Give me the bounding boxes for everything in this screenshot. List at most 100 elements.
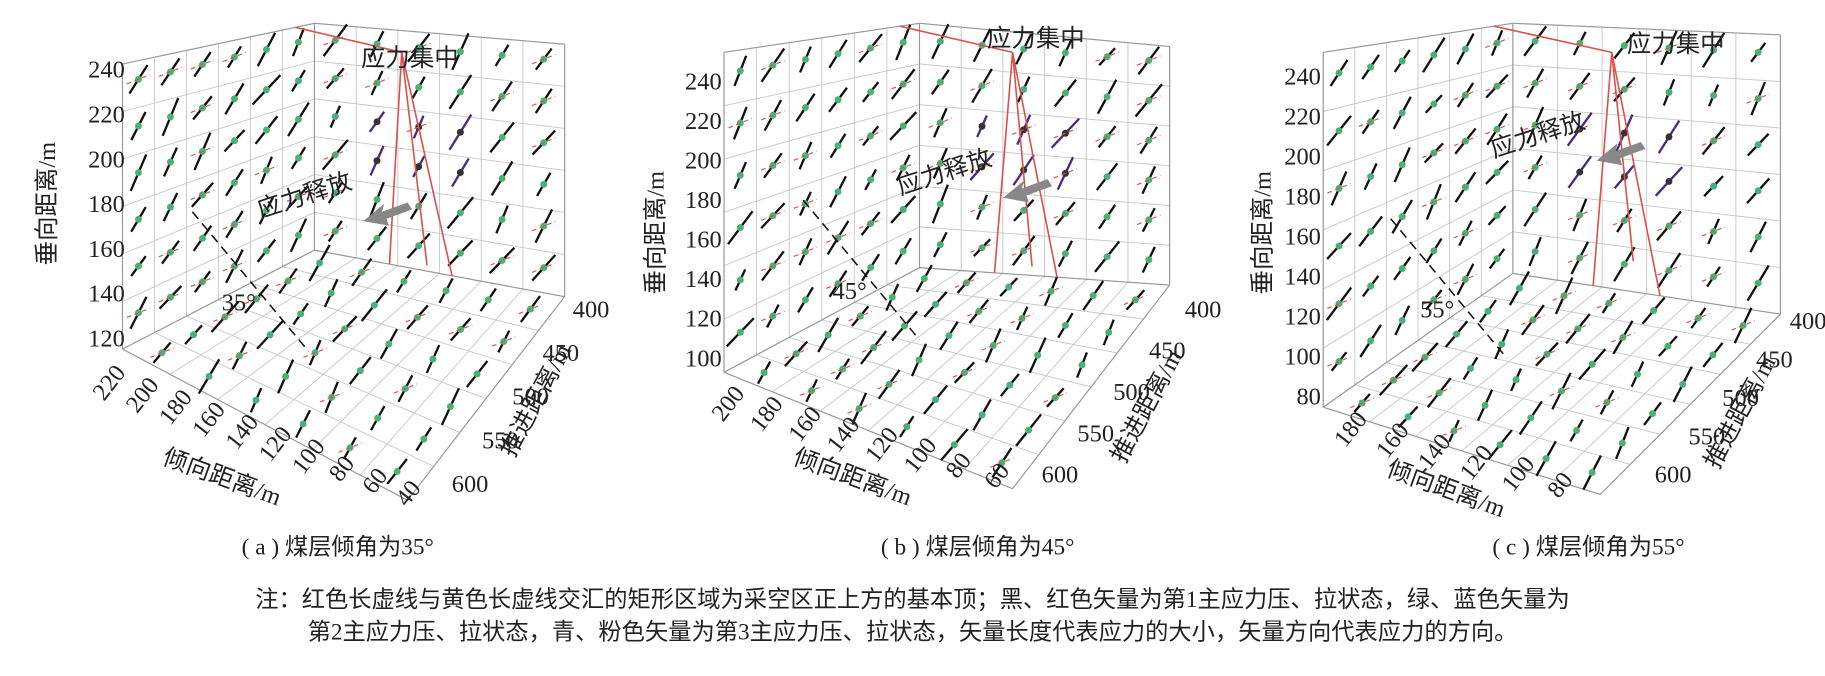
tensile-vector bbox=[799, 385, 824, 396]
tensile-vector bbox=[826, 232, 850, 243]
stress-dot bbox=[1430, 247, 1438, 255]
tensile-vector bbox=[1381, 374, 1406, 386]
dip-tick-label: 100 bbox=[1496, 451, 1540, 496]
tensile-vector bbox=[1095, 131, 1119, 142]
stress-dot bbox=[1515, 284, 1523, 292]
advance-tick-label: 400 bbox=[1790, 308, 1825, 335]
axis-frame bbox=[1012, 284, 1171, 490]
stress-dot bbox=[1430, 51, 1438, 59]
stress-dot bbox=[262, 126, 270, 134]
vertical-tick-label: 160 bbox=[685, 227, 722, 254]
dip-tick-label: 60 bbox=[979, 458, 1015, 494]
stress-dot bbox=[1034, 351, 1042, 359]
tensile-vector bbox=[1053, 168, 1078, 179]
vertical-tick-label: 200 bbox=[88, 146, 125, 173]
stress-dot bbox=[498, 215, 506, 223]
tensile-vector bbox=[1523, 120, 1548, 131]
advance-tick-label: 450 bbox=[1756, 346, 1793, 373]
stress-dot bbox=[456, 249, 464, 257]
stress-dot bbox=[901, 322, 909, 330]
stress-dot bbox=[1103, 213, 1111, 221]
tensile-vector bbox=[1523, 162, 1548, 173]
stress-dot bbox=[1484, 307, 1492, 315]
dip-tick-label: 120 bbox=[1455, 440, 1499, 485]
tensile-vector bbox=[761, 59, 785, 71]
tensile-vector bbox=[405, 312, 430, 323]
stress-dot bbox=[834, 142, 842, 150]
stress-dot bbox=[1145, 256, 1153, 264]
stress-dot bbox=[1461, 45, 1469, 53]
advance-tick-label: 550 bbox=[1689, 423, 1726, 450]
concentration-line bbox=[1592, 52, 1613, 286]
tensile-vector bbox=[877, 379, 901, 390]
stress-dot bbox=[736, 224, 744, 232]
axis-frame bbox=[122, 348, 408, 501]
vertical-axis-label: 垂向距离/m bbox=[642, 171, 669, 294]
tensile-vector bbox=[1136, 95, 1161, 106]
stress-dot bbox=[373, 157, 381, 165]
vertical-axis-label: 垂向距离/m bbox=[34, 142, 61, 265]
tensile-vector bbox=[531, 262, 556, 273]
tensile-vector bbox=[1657, 42, 1681, 54]
stress-dot bbox=[166, 113, 174, 121]
advance-axis-label: 推进距离/m bbox=[1700, 351, 1782, 473]
stress-dot bbox=[1105, 328, 1113, 336]
vertical-tick-label: 240 bbox=[1284, 64, 1321, 91]
tensile-vector bbox=[491, 336, 516, 347]
stress-dot bbox=[1020, 85, 1028, 93]
stress-dot bbox=[1527, 414, 1535, 422]
stress-dot bbox=[415, 163, 423, 171]
vertical-tick-label: 200 bbox=[1284, 144, 1321, 171]
stress-dot bbox=[760, 369, 768, 377]
stress-dot bbox=[373, 118, 381, 126]
stress-dot bbox=[950, 441, 958, 449]
tensile-vector bbox=[1567, 123, 1592, 135]
tensile-vector bbox=[970, 161, 994, 172]
dip-angle-label: 55° bbox=[1420, 296, 1454, 323]
dip-tick-label: 140 bbox=[822, 412, 866, 457]
stress-dot bbox=[1398, 316, 1406, 324]
stress-dot bbox=[294, 154, 302, 162]
grid-line bbox=[282, 266, 539, 332]
tensile-vector bbox=[728, 117, 753, 129]
stress-dot bbox=[1078, 361, 1086, 369]
tensile-vector bbox=[222, 261, 247, 272]
axis-frame bbox=[1512, 22, 1781, 36]
dip-angle-label: 35° bbox=[222, 289, 256, 316]
grid-line bbox=[1553, 307, 1737, 481]
concentration-line bbox=[400, 52, 428, 266]
stress-dot bbox=[1367, 227, 1375, 235]
stress-dot bbox=[899, 206, 907, 213]
stress-dot bbox=[834, 96, 842, 104]
stress-dot bbox=[1061, 250, 1069, 258]
stress-dot bbox=[230, 137, 238, 145]
stress-dot bbox=[899, 247, 907, 255]
stress-dot bbox=[1367, 63, 1375, 71]
tensile-vector bbox=[323, 73, 348, 84]
stress-dot bbox=[1335, 69, 1343, 77]
stress-dot bbox=[903, 423, 911, 431]
tensile-vector bbox=[1453, 227, 1478, 239]
tensile-vector bbox=[1523, 77, 1548, 89]
stress-dot bbox=[1398, 161, 1406, 169]
vertical-tick-label: 140 bbox=[685, 266, 722, 293]
stress-dot bbox=[1588, 469, 1596, 477]
tensile-vector bbox=[858, 130, 883, 142]
stress-dot bbox=[1664, 342, 1672, 350]
stress-dot bbox=[415, 242, 423, 250]
tensile-vector bbox=[1567, 81, 1592, 92]
stress-dot bbox=[262, 247, 270, 255]
stress-dot bbox=[1430, 100, 1438, 108]
stress-dot bbox=[1710, 182, 1718, 190]
advance-tick-label: 600 bbox=[1655, 462, 1692, 489]
stress-dot bbox=[867, 263, 875, 271]
stress-dot bbox=[936, 200, 944, 208]
stress-dot bbox=[134, 262, 142, 270]
tensile-vector bbox=[970, 242, 994, 253]
vertical-tick-label: 140 bbox=[88, 281, 125, 308]
stress-dot bbox=[801, 104, 809, 112]
panel-caption: ( c ) 煤层倾角为55° bbox=[1492, 535, 1684, 561]
stress-dot bbox=[442, 287, 450, 295]
concentration-label: 应力集中 bbox=[987, 25, 1085, 52]
stress-dot bbox=[1618, 439, 1626, 447]
